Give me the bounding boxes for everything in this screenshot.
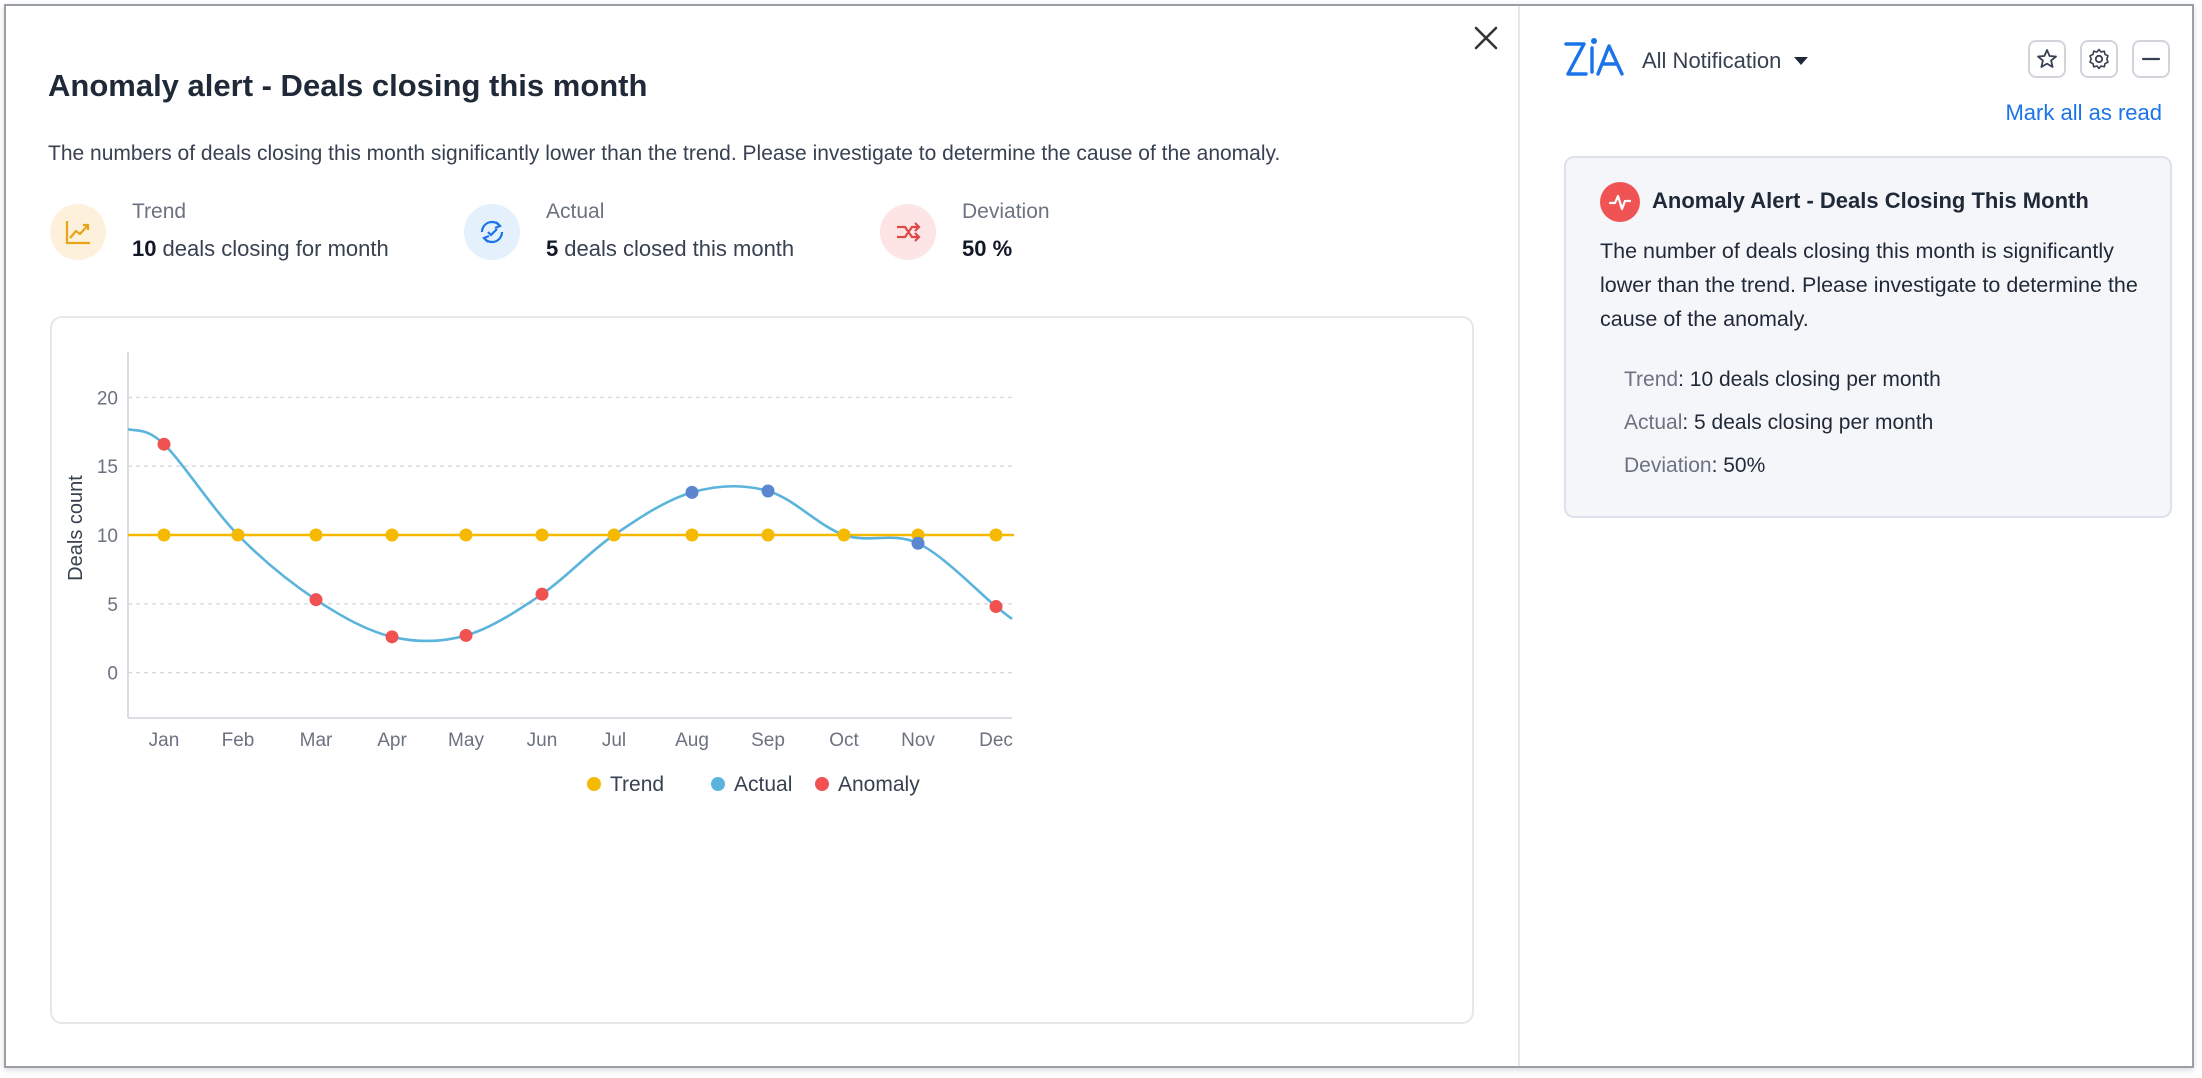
anomaly-point [309,593,323,607]
stat-label: Deviation [962,200,1050,223]
anomaly-point [385,630,399,644]
trend-point [459,528,473,542]
dialog-window: Anomaly alert - Deals closing this month… [4,4,2194,1068]
minimize-button[interactable] [2132,40,2170,78]
anomaly-point [989,600,1003,614]
x-tick-label: Apr [377,730,407,751]
x-tick-label: Jun [527,730,558,751]
series-line-actual [127,427,1013,643]
stat-value: 10 deals closing for month [132,236,389,261]
close-icon [1474,26,1498,50]
notification-body: The number of deals closing this month i… [1600,239,2138,331]
trend-point [837,528,851,542]
actual-point [911,536,925,550]
anomaly-point [459,628,473,642]
trend-icon [50,204,106,260]
trend-point [231,528,245,542]
x-tick-label: Sep [751,730,785,751]
alert-description: The numbers of deals closing this month … [48,142,1281,165]
gear-icon [2089,48,2109,70]
page-title: Anomaly alert - Deals closing this month [48,68,648,103]
notification-panel: All Notification Mark all as read [1520,6,2192,1066]
actual-icon [464,204,520,260]
trend-point [685,528,699,542]
legend-marker [711,777,725,791]
anomaly-detail-pane: Anomaly alert - Deals closing this month… [6,6,1518,1066]
stat-label: Trend [132,200,187,223]
pane-divider [1518,6,1520,1066]
chart-card: 0 5 10 15 20 Deals count Jan Feb Mar Apr May Jun Jul… [50,316,1474,1024]
y-axis-label: Deals count [65,475,87,581]
close-button[interactable] [1464,16,1508,60]
stat-label: Actual [546,200,605,223]
mark-all-read-link[interactable]: Mark all as read [2005,100,2162,125]
notification-detail-actual: Actual: 5 deals closing per month [1624,411,1934,434]
x-tick-label: Dec [979,730,1013,751]
y-tick-label: 10 [97,526,118,547]
x-tick-label: Jul [602,730,626,751]
notification-card[interactable]: Anomaly Alert - Deals Closing This Month… [1564,156,2172,518]
caret-down-icon [1794,57,1809,65]
legend-marker [587,777,601,791]
x-tick-label: May [448,730,484,751]
notification-filter-dropdown[interactable]: All Notification [1642,48,1809,74]
notification-title: Anomaly Alert - Deals Closing This Month [1652,188,2089,213]
notification-detail-trend: Trend: 10 deals closing per month [1624,368,1941,391]
x-tick-label: Aug [675,730,709,751]
trend-point [385,528,399,542]
stat-value: 5 deals closed this month [546,236,795,261]
anomaly-point [535,587,549,601]
y-tick-label: 5 [107,595,118,616]
trend-point [157,528,171,542]
x-tick-label: Nov [901,730,935,751]
stat-value: 50 % [962,236,1013,261]
notification-detail-deviation: Deviation: 50% [1624,454,1766,477]
legend-label: Anomaly [838,773,920,796]
zia-logo-icon [1562,34,1626,84]
trend-point [309,528,323,542]
x-tick-label: Oct [829,730,859,751]
legend-label: Trend [610,773,664,796]
favorite-button[interactable] [2028,40,2066,78]
trend-point [989,528,1003,542]
actual-point [761,484,775,498]
legend-label: Actual [734,773,792,796]
x-tick-label: Mar [300,730,333,751]
trend-point [607,528,621,542]
y-tick-label: 15 [97,457,118,478]
anomaly-line-chart: 0 5 10 15 20 Deals count Jan Feb Mar Apr May Jun Jul… [65,352,1014,796]
deviation-icon [880,204,936,260]
legend-marker [815,777,829,791]
settings-button[interactable] [2080,40,2118,78]
actual-point [685,485,699,499]
anomaly-pulse-icon [1600,182,1640,222]
trend-point [761,528,775,542]
notification-filter-label: All Notification [1642,48,1782,73]
anomaly-point [157,437,171,451]
minimize-icon [2141,57,2161,61]
trend-point [535,528,549,542]
y-tick-label: 0 [107,664,118,685]
star-icon [2037,49,2057,68]
x-tick-label: Feb [222,730,255,751]
x-tick-label: Jan [149,730,180,751]
y-tick-label: 20 [97,388,118,409]
